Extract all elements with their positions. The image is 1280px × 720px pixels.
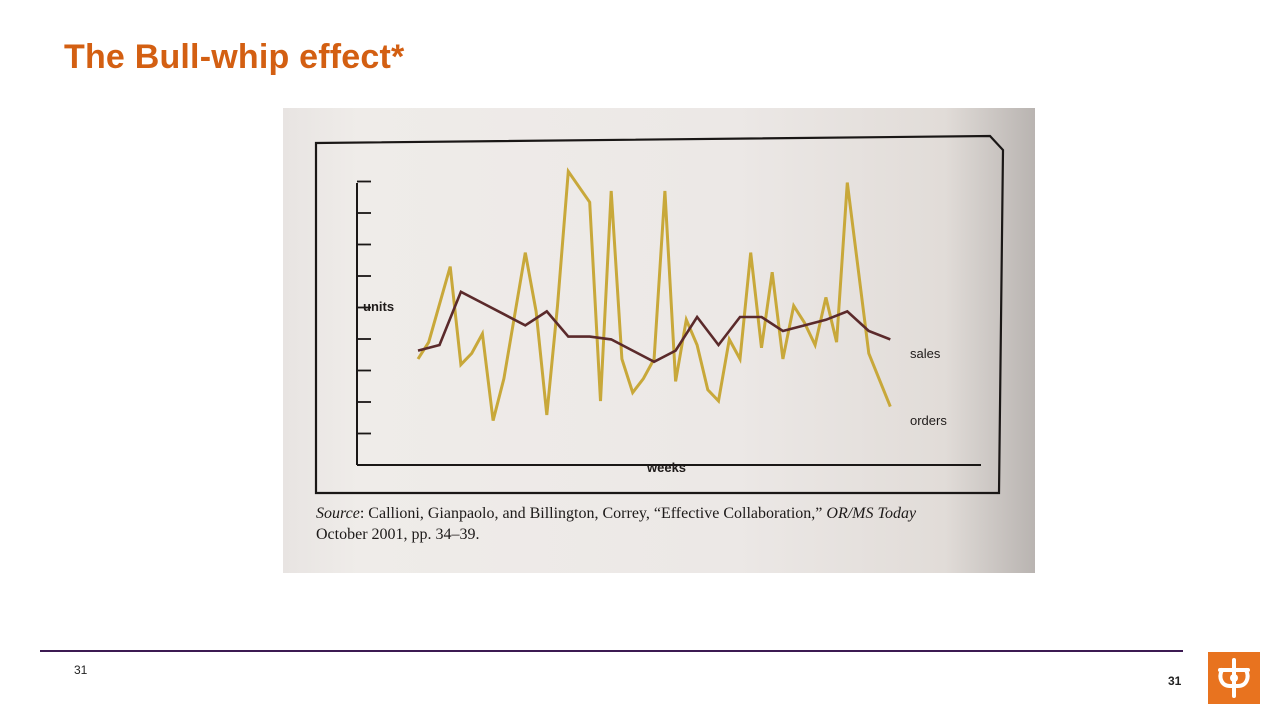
chart: units weeks sales orders [314,134,1005,495]
caption-details: October 2001, pp. 34–39. [316,526,480,543]
footer-divider [40,650,1183,652]
caption-source-label: Source [316,505,360,522]
chart-frame [314,134,1005,495]
scanned-figure: units weeks sales orders Source: Callion… [283,108,1035,573]
page-number-left: 31 [74,663,88,677]
logo-icon [1218,658,1250,698]
legend-label-orders: orders [910,413,947,428]
y-axis-label: units [363,299,394,314]
slide-title: The Bull-whip effect* [64,38,405,76]
series-line-orders [416,167,892,421]
caption-authors: : Callioni, Gianpaolo, and Billington, C… [359,505,827,522]
legend-label-sales: sales [910,346,941,361]
page-number-right: 31 [1168,674,1182,688]
caption-journal: OR/MS Today [826,505,917,522]
x-axis-label: weeks [646,460,686,475]
figure-caption: Source: Callioni, Gianpaolo, and Billing… [316,503,1016,545]
series-line-sales [417,289,891,364]
university-logo [1208,652,1260,704]
